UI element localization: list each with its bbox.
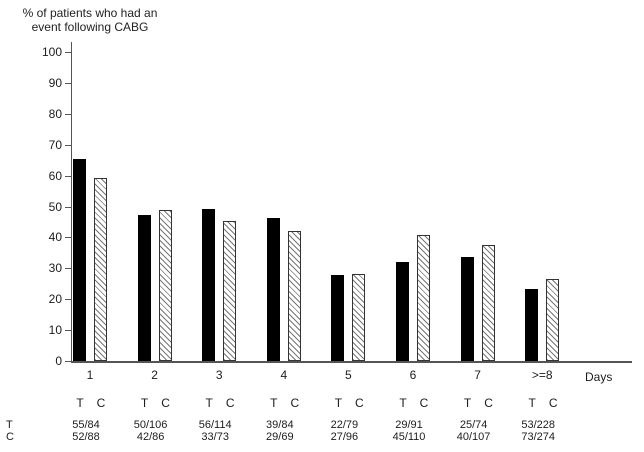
y-axis-label-20: 20 [48,292,62,307]
fraction-T-day-6: 29/91 [395,419,423,431]
y-axis-tick-30 [65,268,72,270]
series-letter-T-day-1: T [76,396,84,410]
y-axis-tick-80 [65,113,72,115]
bar-T-day-2 [137,215,151,361]
x-category-label->=8: >=8 [531,368,553,382]
series-letter-C-day-3: C [225,396,235,410]
series-letter-T-day->=8: T [528,396,536,410]
y-axis-label-90: 90 [48,75,62,90]
x-category-label-5: 5 [345,368,352,382]
y-axis-label-40: 40 [48,230,62,245]
y-axis-tick-20 [65,299,72,301]
y-axis-label-0: 0 [55,354,62,368]
chart-title-line1: % of patients who had an [22,6,158,20]
fraction-T-day-2: 50/106 [133,419,168,431]
series-letter-C-day-5: C [355,396,364,410]
fraction-C-day->=8: 73/274 [521,431,556,443]
y-axis-label-30: 30 [48,261,62,276]
series-letter-C-day->=8: C [548,396,558,410]
bar-T-day-5 [331,275,345,361]
series-letter-C-day-2: C [161,396,170,410]
bar-C-day-1 [94,178,107,361]
fraction-row-label-c: C [6,431,14,443]
bar-T-day-6 [396,262,409,361]
bar-T-day-1 [73,158,86,361]
y-axis-label-50: 50 [48,199,62,214]
fraction-T-day-7: 25/74 [459,419,488,431]
fraction-T-day-4: 39/84 [266,419,294,431]
y-axis-tick-10 [65,330,72,332]
y-axis-label-60: 60 [48,168,62,183]
y-axis-tick-0 [65,361,72,362]
chart-title-line2: event following CABG [31,20,149,34]
series-letter-C-day-7: C [484,396,493,410]
y-axis-line [71,42,72,363]
y-axis-tick-40 [65,237,72,239]
fraction-T-day-3: 56/114 [198,419,232,431]
y-axis-label-80: 80 [48,106,62,121]
series-letter-T-day-7: T [463,396,472,410]
bar-T-day-7 [460,256,474,361]
x-category-label-3: 3 [215,368,223,382]
fraction-C-day-3: 33/73 [201,431,229,443]
x-category-label-2: 2 [151,368,158,382]
y-axis-label-100: 100 [41,45,62,59]
bar-T-day-4 [266,217,280,361]
y-axis-tick-70 [65,144,72,146]
fraction-C-day-6: 45/110 [392,431,426,443]
fraction-C-day-7: 40/107 [456,431,491,443]
series-letter-C-day-1: C [96,396,106,410]
bar-C-day-3 [223,221,237,361]
bar-C-day-4 [287,231,301,361]
y-axis-tick-100 [65,52,72,53]
fraction-C-day-4: 29/69 [266,431,294,443]
fraction-T-day-1: 55/84 [72,419,100,431]
fraction-T-day-5: 22/79 [330,419,359,431]
chart-title: % of patients who had an event following… [14,6,166,34]
fraction-T-day->=8: 53/228 [521,419,556,431]
bar-C-day-5 [352,274,366,361]
series-letter-T-day-3: T [205,396,213,410]
y-axis-tick-90 [65,82,72,84]
x-category-label-7: 7 [474,368,481,382]
x-axis-title: Days [585,370,613,384]
series-letter-C-day-6: C [419,396,429,410]
x-axis-line [71,361,632,363]
fraction-C-day-5: 27/96 [330,431,359,443]
bar-C-day->=8 [546,278,560,361]
y-axis-tick-60 [65,175,72,177]
y-axis-tick-50 [65,206,72,208]
bar-T-day-3 [202,209,216,361]
bar-C-day-6 [417,234,430,361]
bar-T-day->=8 [525,289,539,361]
x-category-label-6: 6 [409,368,417,382]
series-letter-T-day-4: T [270,396,278,410]
fraction-C-day-1: 52/88 [72,431,100,443]
series-letter-C-day-4: C [290,396,300,410]
x-category-label-1: 1 [86,368,94,382]
fraction-C-day-2: 42/86 [136,431,165,443]
y-axis-label-70: 70 [48,137,62,152]
series-letter-T-day-2: T [140,396,149,410]
series-letter-T-day-6: T [399,396,407,410]
fraction-row-label-t: T [6,419,13,431]
bar-C-day-7 [481,245,495,361]
series-letter-T-day-5: T [334,396,343,410]
x-category-label-4: 4 [280,368,288,382]
y-axis-label-10: 10 [48,323,62,338]
bar-C-day-2 [158,210,172,361]
